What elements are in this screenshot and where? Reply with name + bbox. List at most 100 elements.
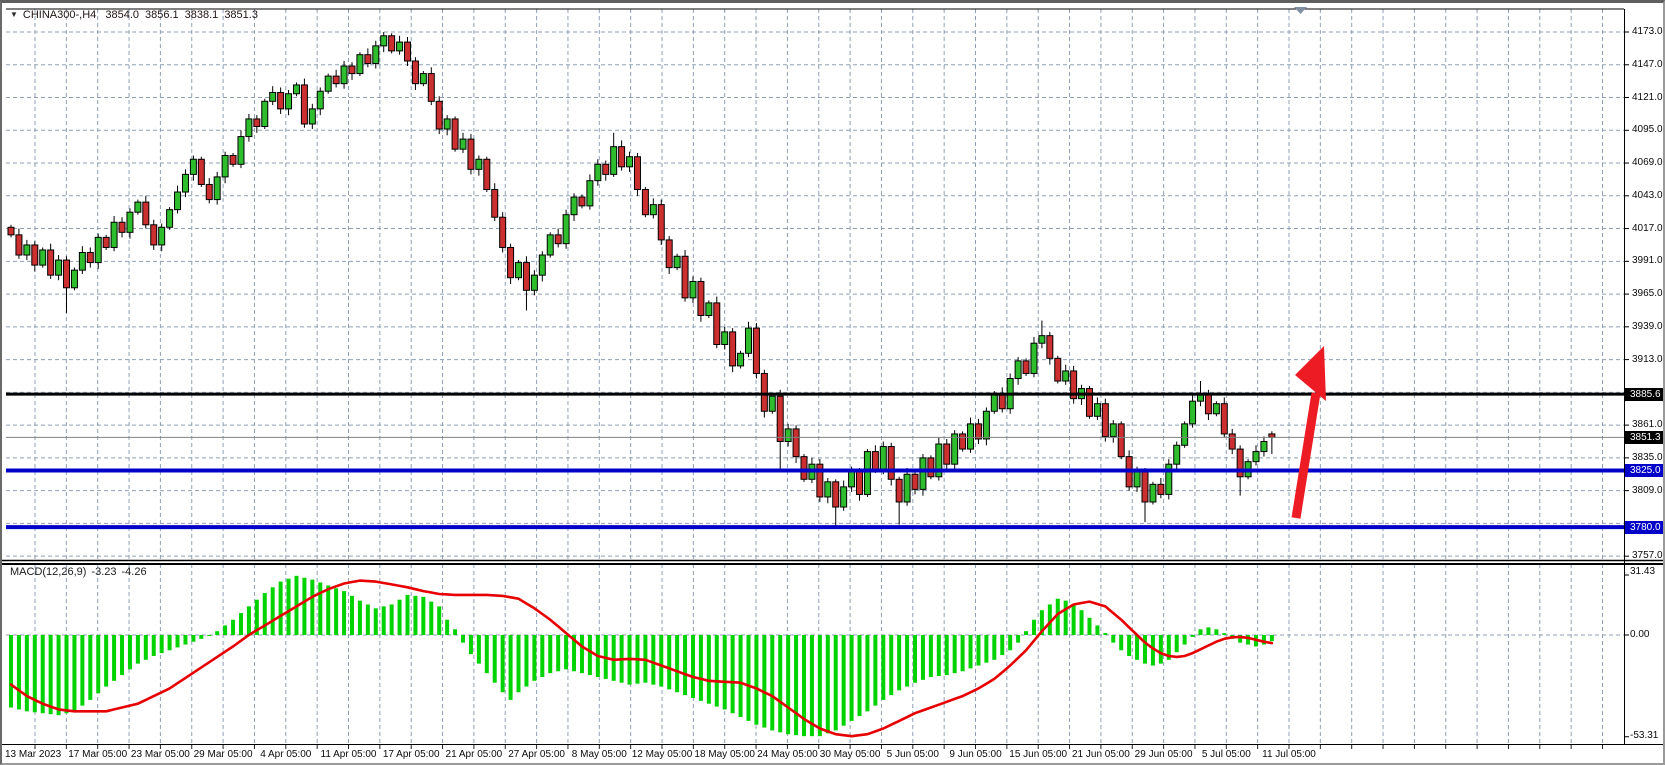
bear-candle [943,443,951,465]
ohlc-close: 3851.3 [224,9,258,21]
bull-candle [245,118,253,138]
bull-candle [1062,370,1070,382]
macd-histogram-bar [389,604,394,635]
bull-candle [39,249,47,266]
macd-histogram-bar [936,635,941,677]
bear-candle [618,146,626,168]
macd-histogram-bar [500,635,505,693]
bear-candle [86,252,94,264]
bear-candle [657,204,665,241]
macd-indicator-label: MACD(12,26,9) -3.23 -4.26 [10,566,152,578]
macd-histogram-bar [667,635,672,690]
bear-candle [451,118,459,150]
macd-histogram-bar [952,635,957,674]
macd-histogram-bar [191,635,196,642]
macd-histogram-bar [1111,635,1116,643]
bear-candle [927,457,935,478]
bear-candle [856,471,864,495]
bull-candle [356,54,364,75]
macd-histogram-bar [1246,635,1251,645]
macd-histogram-bar [564,635,569,670]
bull-candle [189,158,197,175]
trend-arrow-head[interactable] [1295,346,1326,401]
macd-histogram-bar [349,595,354,635]
macd-name: MACD(12,26,9) [10,566,87,578]
macd-histogram-bar [159,635,164,654]
bull-candle [1014,360,1022,379]
bull-candle [1038,335,1046,344]
macd-histogram-bar [920,635,925,680]
bear-candle [229,154,237,165]
bear-candle [197,158,205,185]
bear-candle [483,158,491,190]
bull-candle [396,41,404,52]
symbol-dropdown-icon[interactable]: ▼ [10,10,18,19]
time-tick-label: 18 May 05:00 [694,749,755,760]
chart-canvas[interactable] [2,3,1665,765]
bull-candle [237,136,245,165]
bear-candle [602,163,610,175]
bear-candle [205,183,213,201]
trend-arrow-shaft[interactable] [1291,392,1321,519]
bull-candle [1252,451,1260,463]
macd-histogram-bar [770,635,775,731]
macd-histogram-bar [786,635,791,735]
price-tick-label: 3939.0 [1632,320,1663,332]
macd-histogram-bar [873,635,878,706]
macd-histogram-bar [865,635,870,712]
bear-candle [348,65,356,75]
macd-main-value: -3.23 [91,566,117,578]
macd-histogram-bar [437,606,442,635]
macd-histogram-bar [928,635,933,677]
bull-candle [372,45,380,64]
macd-histogram-bar [1206,627,1211,635]
macd-histogram-bar [151,635,156,656]
macd-histogram-bar [1238,635,1243,643]
bull-candle [419,73,427,85]
macd-histogram-bar [476,635,481,664]
bull-candle [1030,342,1038,374]
macd-histogram-bar [429,601,434,635]
bull-candle [126,211,134,233]
bear-candle [776,395,784,443]
macd-histogram-bar [897,635,902,691]
macd-histogram-bar [849,635,854,721]
bull-candle [530,274,538,291]
bull-candle [213,176,221,201]
support2-price-badge: 3780.0 [1625,520,1663,534]
macd-histogram-bar [326,585,331,635]
bull-candle [1212,403,1220,415]
macd-histogram-bar [675,635,680,693]
macd-histogram-bar [175,635,180,648]
bear-candle [832,481,840,508]
macd-histogram-bar [112,635,117,681]
bear-candle [142,201,150,226]
bull-candle [919,457,927,490]
ohlc-high: 3856.1 [145,9,179,21]
bull-candle [158,226,166,246]
time-tick-label: 24 May 05:00 [757,749,818,760]
macd-histogram-bar [199,635,204,639]
macd-histogram-bar [706,635,711,704]
bull-candle [610,146,618,175]
bull-candle [221,154,229,178]
macd-histogram-bar [1142,635,1147,664]
bear-candle [404,41,411,62]
macd-histogram-bar [587,635,592,676]
bear-candle [1236,448,1244,478]
bull-candle [935,443,943,478]
symbol-ohlc-header: ▼ CHINA300-,H4 3854.0 3856.1 3838.1 3851.3 [10,9,264,21]
bull-candle [316,90,324,110]
bull-candle [1093,403,1101,417]
macd-histogram-bar [976,635,981,666]
bull-candle [261,100,269,128]
bear-candle [332,75,340,85]
macd-histogram-bar [508,635,513,700]
macd-histogram-bar [1031,619,1036,635]
macd-histogram-bar [516,635,521,693]
macd-histogram-bar [32,635,37,713]
bear-candle [578,196,586,207]
bear-candle [871,451,879,470]
bull-candle [443,118,451,130]
bear-candle [427,73,435,102]
